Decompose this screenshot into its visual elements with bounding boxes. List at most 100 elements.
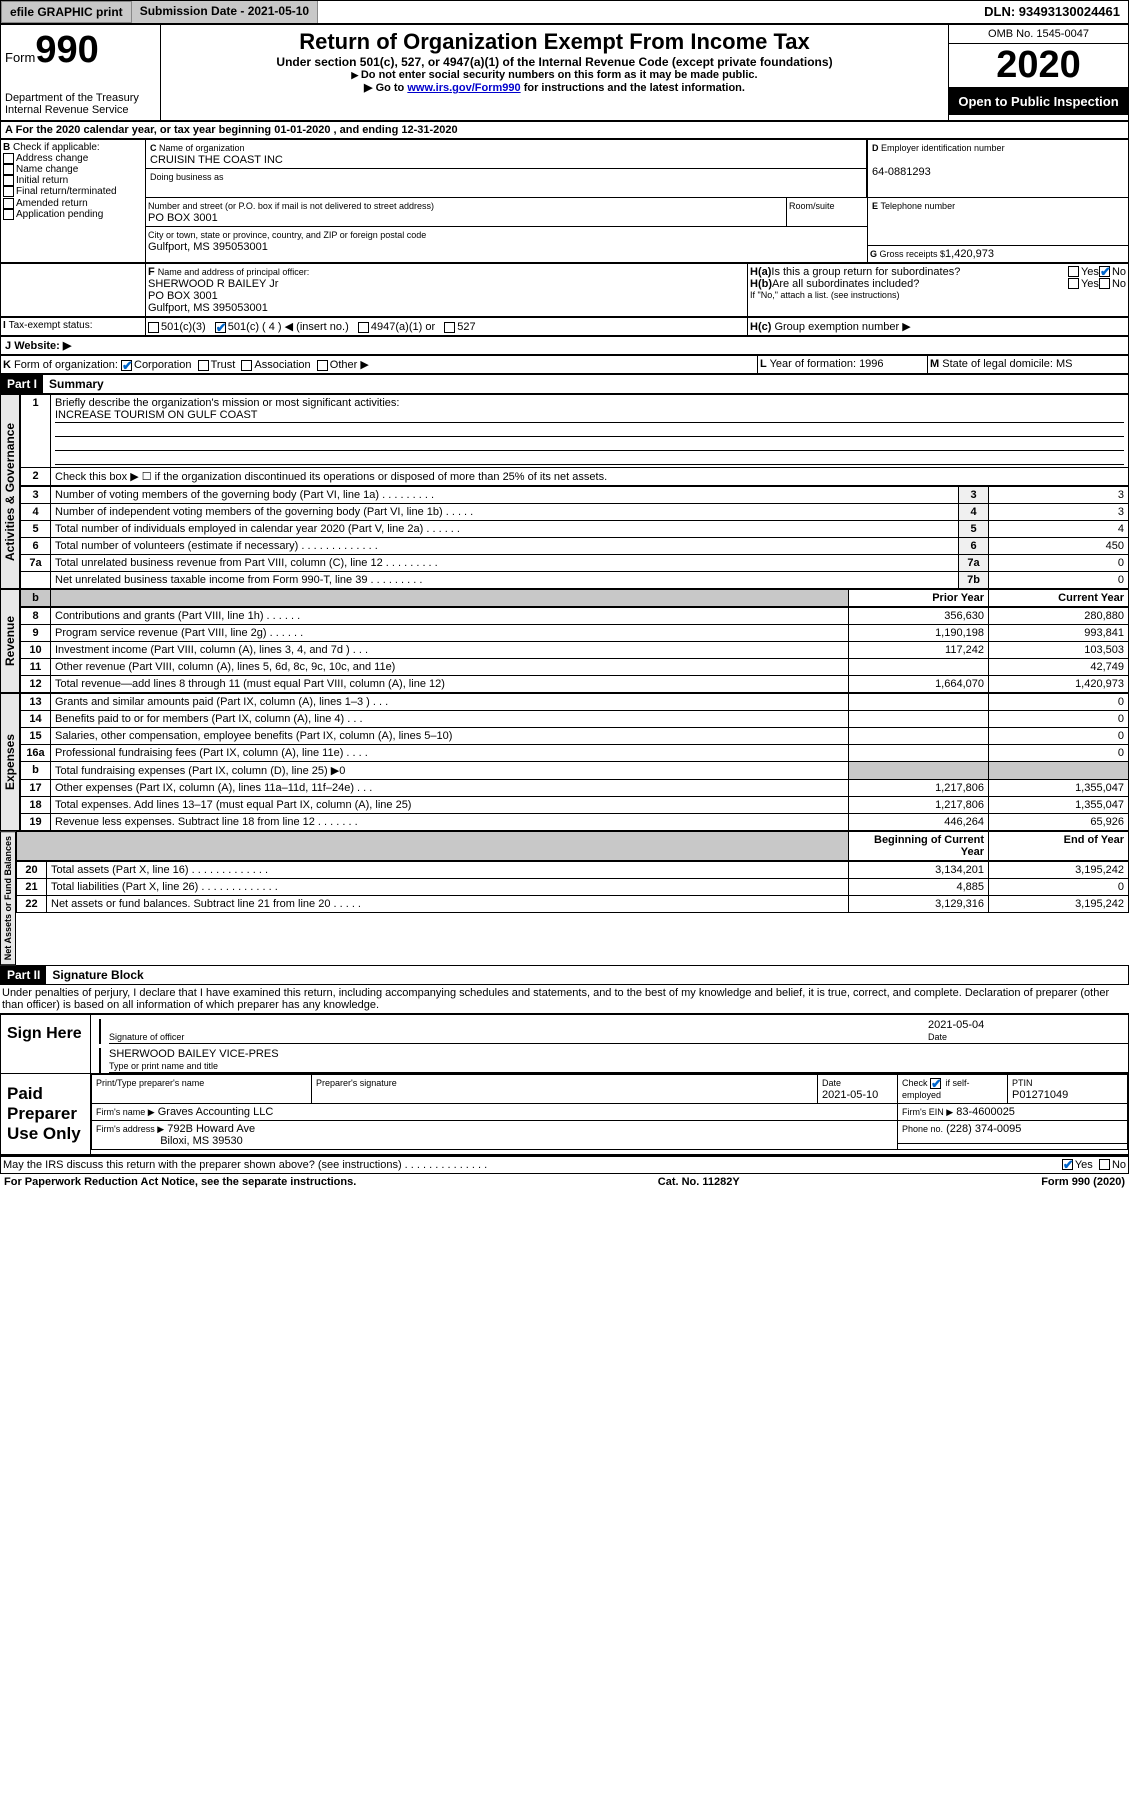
ptin-label: PTIN bbox=[1012, 1078, 1033, 1088]
box-k-label: Form of organization: bbox=[14, 359, 118, 371]
opt-app-pending: Application pending bbox=[16, 209, 103, 220]
vlabel-governance: Activities & Governance bbox=[0, 394, 20, 589]
ein-label: Employer identification number bbox=[881, 143, 1005, 153]
checkbox-discuss-no[interactable] bbox=[1099, 1159, 1110, 1170]
vlabel-netassets: Net Assets or Fund Balances bbox=[0, 831, 16, 965]
line-key: 5 bbox=[959, 521, 989, 538]
perjury-text: Under penalties of perjury, I declare th… bbox=[0, 985, 1129, 1014]
line-num: 18 bbox=[21, 797, 51, 814]
col-current-year: Current Year bbox=[989, 590, 1129, 607]
line-text: Revenue less expenses. Subtract line 18 … bbox=[51, 814, 849, 831]
checkbox-hb-yes[interactable] bbox=[1068, 278, 1079, 289]
ptin-value: P01271049 bbox=[1012, 1089, 1068, 1101]
current-value: 3,195,242 bbox=[989, 862, 1129, 879]
line-text: Salaries, other compensation, employee b… bbox=[51, 728, 849, 745]
part1-badge: Part I bbox=[1, 375, 43, 393]
box-b-label: Check if applicable: bbox=[13, 142, 100, 153]
checkbox-trust[interactable] bbox=[198, 360, 209, 371]
city-value: Gulfport, MS 395053001 bbox=[148, 241, 268, 253]
checkbox-ha-yes[interactable] bbox=[1068, 266, 1079, 277]
checkbox-assoc[interactable] bbox=[241, 360, 252, 371]
prior-value bbox=[849, 694, 989, 711]
checkbox-self-employed[interactable] bbox=[930, 1078, 941, 1089]
tax-exempt-row: I Tax-exempt status: 501(c)(3) 501(c) ( … bbox=[0, 317, 1129, 336]
current-value: 103,503 bbox=[989, 642, 1129, 659]
part2-title: Signature Block bbox=[46, 966, 149, 984]
line-num: 19 bbox=[21, 814, 51, 831]
line-num: 8 bbox=[21, 608, 51, 625]
current-value: 42,749 bbox=[989, 659, 1129, 676]
checkbox-501c3[interactable] bbox=[148, 322, 159, 333]
dln-label: DLN: 93493130024461 bbox=[976, 1, 1128, 23]
checkbox-4947[interactable] bbox=[358, 322, 369, 333]
line1-label: Briefly describe the organization's miss… bbox=[55, 397, 399, 409]
box-f-label: Name and address of principal officer: bbox=[158, 267, 309, 277]
checkbox-final-return[interactable] bbox=[3, 186, 14, 197]
current-value: 3,195,242 bbox=[989, 896, 1129, 913]
line-num: 21 bbox=[17, 879, 47, 896]
submission-date: Submission Date - 2021-05-10 bbox=[132, 1, 318, 23]
firm-addr2: Biloxi, MS 39530 bbox=[160, 1135, 243, 1147]
line-num: 11 bbox=[21, 659, 51, 676]
subtitle: Under section 501(c), 527, or 4947(a)(1)… bbox=[165, 55, 944, 69]
entity-info-grid: B Check if applicable: Address change Na… bbox=[0, 139, 1129, 263]
line-text: Total number of volunteers (estimate if … bbox=[51, 538, 959, 555]
h-note: If "No," attach a list. (see instruction… bbox=[750, 290, 1126, 300]
opt-amended: Amended return bbox=[16, 198, 88, 209]
checkbox-501c[interactable] bbox=[215, 322, 226, 333]
prior-value: 1,664,070 bbox=[849, 676, 989, 693]
tax-year: 2020 bbox=[949, 44, 1128, 88]
omb-number: OMB No. 1545-0047 bbox=[949, 25, 1128, 44]
ha-no: No bbox=[1112, 266, 1126, 278]
checkbox-address-change[interactable] bbox=[3, 153, 14, 164]
prior-value bbox=[849, 728, 989, 745]
col-prior-year: Prior Year bbox=[849, 590, 989, 607]
checkbox-corp[interactable] bbox=[121, 360, 132, 371]
sig-date-label: Date bbox=[928, 1032, 947, 1042]
irs-link[interactable]: www.irs.gov/Form990 bbox=[407, 82, 520, 94]
discuss-text: May the IRS discuss this return with the… bbox=[3, 1159, 1062, 1171]
form-number: 990 bbox=[35, 29, 98, 71]
opt-address-change: Address change bbox=[16, 153, 88, 164]
checkbox-ha-no[interactable] bbox=[1099, 266, 1110, 277]
prior-value: 1,190,198 bbox=[849, 625, 989, 642]
prep-sig-label: Preparer's signature bbox=[316, 1078, 397, 1088]
line-text: Program service revenue (Part VIII, line… bbox=[51, 625, 849, 642]
firm-ein-label: Firm's EIN ▶ bbox=[902, 1107, 953, 1117]
efile-print-button[interactable]: efile GRAPHIC print bbox=[1, 1, 132, 23]
type-name-label: Type or print name and title bbox=[109, 1061, 218, 1071]
checkbox-app-pending[interactable] bbox=[3, 209, 14, 220]
line-num: 4 bbox=[21, 504, 51, 521]
line-num bbox=[21, 572, 51, 589]
line-value: 3 bbox=[989, 504, 1129, 521]
line-num: 7a bbox=[21, 555, 51, 572]
part1-revenue: Revenue bPrior YearCurrent Year 8Contrib… bbox=[0, 589, 1129, 693]
checkbox-527[interactable] bbox=[444, 322, 455, 333]
vlabel-expenses: Expenses bbox=[0, 693, 20, 831]
line-value: 450 bbox=[989, 538, 1129, 555]
current-value: 1,355,047 bbox=[989, 797, 1129, 814]
line-value: 3 bbox=[989, 487, 1129, 504]
current-value: 280,880 bbox=[989, 608, 1129, 625]
line-num: 9 bbox=[21, 625, 51, 642]
line-text: Contributions and grants (Part VIII, lin… bbox=[51, 608, 849, 625]
current-value: 0 bbox=[989, 745, 1129, 762]
opt-501c3: 501(c)(3) bbox=[161, 321, 206, 333]
checkbox-name-change[interactable] bbox=[3, 164, 14, 175]
prior-value: 4,885 bbox=[849, 879, 989, 896]
checkbox-hb-no[interactable] bbox=[1099, 278, 1110, 289]
checkbox-discuss-yes[interactable] bbox=[1062, 1159, 1073, 1170]
part2-header-row: Part II Signature Block bbox=[0, 965, 1129, 985]
firm-addr1: 792B Howard Ave bbox=[167, 1123, 255, 1135]
checkbox-initial-return[interactable] bbox=[3, 175, 14, 186]
gross-receipts-value: 1,420,973 bbox=[945, 248, 994, 260]
current-value: 1,420,973 bbox=[989, 676, 1129, 693]
line-text: Net unrelated business taxable income fr… bbox=[51, 572, 959, 589]
part2-badge: Part II bbox=[1, 966, 46, 984]
dba-label: Doing business as bbox=[150, 172, 224, 182]
officer-group-row: F Name and address of principal officer:… bbox=[0, 263, 1129, 317]
checkbox-other[interactable] bbox=[317, 360, 328, 371]
checkbox-amended[interactable] bbox=[3, 198, 14, 209]
prior-value: 356,630 bbox=[849, 608, 989, 625]
street-value: PO BOX 3001 bbox=[148, 212, 218, 224]
